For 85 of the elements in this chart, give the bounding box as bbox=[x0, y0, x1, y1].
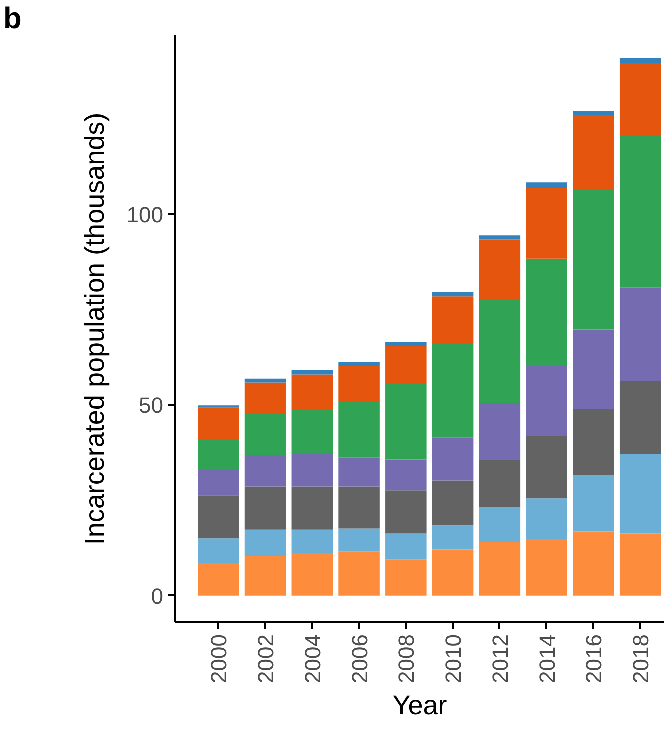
x-tick-label: 2006 bbox=[347, 634, 372, 684]
bar bbox=[292, 409, 334, 454]
bar bbox=[244, 556, 286, 596]
bar bbox=[432, 480, 474, 526]
bar bbox=[573, 330, 614, 410]
y-tick-label: 0 bbox=[151, 584, 164, 609]
bar bbox=[526, 539, 568, 596]
x-tick-label: 2008 bbox=[394, 634, 420, 684]
bar bbox=[479, 240, 521, 300]
bar bbox=[479, 460, 521, 508]
bar bbox=[573, 409, 614, 476]
bar bbox=[479, 542, 521, 596]
bar bbox=[479, 236, 521, 240]
bar bbox=[432, 550, 474, 596]
bar bbox=[432, 343, 474, 438]
x-tick-label: 2016 bbox=[582, 634, 607, 684]
bar bbox=[198, 538, 240, 564]
bar bbox=[244, 414, 286, 456]
bar bbox=[526, 436, 568, 499]
y-axis-title: Incarcerated population (thousands) bbox=[80, 112, 110, 546]
bar bbox=[573, 116, 614, 190]
bar bbox=[338, 486, 380, 529]
bar bbox=[198, 440, 240, 470]
bar bbox=[573, 532, 614, 596]
bar bbox=[198, 408, 240, 440]
bar bbox=[479, 507, 521, 542]
bar bbox=[620, 534, 662, 596]
bar bbox=[432, 438, 474, 481]
bar bbox=[620, 58, 662, 63]
bar bbox=[479, 300, 521, 404]
bar bbox=[386, 560, 427, 596]
bar bbox=[292, 374, 334, 410]
bar bbox=[244, 382, 286, 414]
bar bbox=[198, 563, 240, 596]
bar bbox=[338, 362, 380, 366]
y-tick-label: 50 bbox=[139, 393, 164, 418]
bar bbox=[526, 258, 568, 366]
bar bbox=[292, 370, 334, 375]
x-tick-label: 2002 bbox=[254, 634, 279, 684]
bar bbox=[338, 528, 380, 552]
bar bbox=[620, 62, 662, 136]
bar bbox=[526, 366, 568, 436]
x-tick-label: 2000 bbox=[206, 634, 232, 684]
bar bbox=[198, 469, 240, 496]
bar bbox=[386, 490, 427, 534]
bar bbox=[526, 498, 568, 540]
bar bbox=[386, 460, 427, 491]
bar bbox=[432, 296, 474, 344]
bar bbox=[620, 454, 662, 534]
x-tick-label: 2004 bbox=[300, 634, 326, 684]
bar bbox=[620, 288, 662, 382]
bar bbox=[292, 554, 334, 596]
bar bbox=[292, 454, 334, 487]
bar bbox=[338, 366, 380, 402]
bar bbox=[386, 346, 427, 384]
bar bbox=[338, 401, 380, 458]
bar bbox=[244, 486, 286, 530]
bar bbox=[292, 530, 334, 554]
x-tick-label: 2010 bbox=[441, 634, 466, 684]
bar bbox=[244, 378, 286, 383]
bar bbox=[338, 458, 380, 487]
bar bbox=[198, 496, 240, 539]
bar bbox=[573, 110, 614, 116]
bar bbox=[432, 526, 474, 550]
bar bbox=[620, 381, 662, 454]
chart-title: b bbox=[4, 2, 22, 36]
bar bbox=[338, 552, 380, 596]
bar bbox=[292, 486, 334, 530]
bar bbox=[526, 182, 568, 188]
y-tick-label: 100 bbox=[126, 202, 164, 228]
bar bbox=[620, 136, 662, 288]
bar bbox=[244, 456, 286, 487]
bar bbox=[573, 475, 614, 532]
x-tick-label: 2018 bbox=[628, 634, 654, 684]
bar bbox=[386, 342, 427, 347]
bar bbox=[526, 188, 568, 259]
bar bbox=[432, 292, 474, 297]
x-tick-label: 2012 bbox=[488, 634, 513, 684]
bar bbox=[244, 530, 286, 557]
bar bbox=[386, 534, 427, 560]
x-tick-label: 2014 bbox=[534, 634, 560, 684]
bar bbox=[386, 384, 427, 460]
bar bbox=[573, 189, 614, 330]
x-axis-title: Year bbox=[392, 690, 448, 720]
bar bbox=[479, 403, 521, 461]
